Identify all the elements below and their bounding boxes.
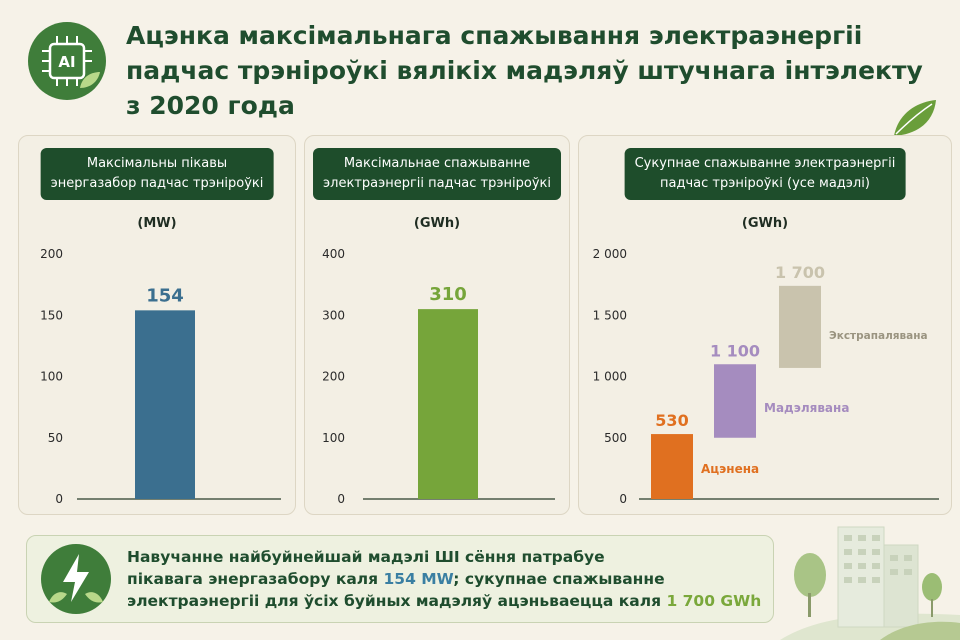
cumulative-energy-highlight: 1 700 GWh <box>666 592 762 610</box>
y-axis-unit: (GWh) <box>741 216 789 231</box>
y-tick-label: 200 <box>40 247 63 261</box>
summary-line-3: электраэнергіі для ўсіх буйных мадэляў а… <box>127 590 767 612</box>
chart-title-line-2: падчас трэніроўкі (усе мадэлі) <box>660 176 870 191</box>
y-axis-unit: (GWh) <box>413 216 461 231</box>
y-tick-label: 1 000 <box>593 370 627 384</box>
y-tick-label: 1 500 <box>593 308 627 322</box>
y-tick-label: 50 <box>48 431 63 445</box>
y-tick-label: 2 000 <box>593 247 627 261</box>
data-label: 1 100 <box>710 341 760 360</box>
chart-panel-peak-power: Максімальны пікавы энергазабор падчас тр… <box>18 135 296 515</box>
data-label: 154 <box>146 285 184 306</box>
summary-text-part: пікавага энергазабору каля <box>127 570 384 588</box>
title-line-3: з 2020 года <box>126 91 295 120</box>
logo-text: AI <box>58 53 75 71</box>
summary-line-2: пікавага энергазабору каля 154 MW; сукуп… <box>127 568 767 590</box>
chart-title-line-1: Сукупнае спажыванне электраэнергіі <box>634 156 896 171</box>
y-tick-label: 0 <box>619 492 627 506</box>
y-tick-label: 100 <box>322 431 345 445</box>
chip-icon: AI <box>42 36 100 88</box>
floating-bar-chart-cumulative: 0 500 1 000 1 500 2 000 530 Ацэнена 1 100 Мадэля… <box>593 247 939 506</box>
y-tick-label: 200 <box>322 370 345 384</box>
segment-bar <box>651 434 693 499</box>
summary-text-part: ; сукупнае спажыванне <box>453 570 665 588</box>
summary-box: Навучанне найбуйнейшай мадэлі ШІ сёння п… <box>26 535 774 623</box>
chart-title: Максімальны пікавы энергазабор падчас тр… <box>40 148 274 200</box>
summary-text: Навучанне найбуйнейшай мадэлі ШІ сёння п… <box>127 546 767 612</box>
data-label: 530 <box>655 411 688 430</box>
bar <box>135 310 195 499</box>
chart-title-line-1: Максімальны пікавы <box>86 156 228 171</box>
buildings-icon <box>780 526 960 640</box>
y-axis-unit: (MW) <box>137 216 177 231</box>
series-label: Мадэлявана <box>764 401 849 415</box>
ai-logo: AI <box>28 22 106 100</box>
peak-power-highlight: 154 MW <box>383 570 454 588</box>
chart-panel-cumulative-energy: Сукупнае спажыванне электраэнергіі падча… <box>578 135 952 515</box>
chart-title: Сукупнае спажыванне электраэнергіі падча… <box>624 148 906 200</box>
title-line-2: падчас трэніроўкі вялікіх мадэляў штучна… <box>126 56 923 85</box>
bar-chart-peak-power: 0 50 100 150 200 154 <box>40 247 281 506</box>
series-label: Ацэнена <box>701 462 759 476</box>
y-tick-label: 400 <box>322 247 345 261</box>
header: AI Ацэнка максімальнага спажывання элект… <box>28 14 928 124</box>
y-tick-label: 300 <box>322 308 345 322</box>
bar <box>418 309 478 499</box>
chart-title-line-2: электраэнергіі падчас трэніроўкі <box>323 176 551 191</box>
leaf-icon <box>80 72 100 88</box>
page-title: Ацэнка максімальнага спажывання электраэ… <box>126 18 926 123</box>
y-tick-label: 150 <box>40 308 63 322</box>
data-label: 310 <box>429 284 467 305</box>
chart-panel-max-energy: Максімальнае спажыванне электраэнергіі п… <box>304 135 570 515</box>
lightning-icon <box>49 554 103 603</box>
y-tick-label: 0 <box>337 492 345 506</box>
leaf-icon <box>894 100 936 136</box>
y-tick-label: 0 <box>55 492 63 506</box>
chart-title: Максімальнае спажыванне электраэнергіі п… <box>313 148 561 200</box>
y-tick-label: 100 <box>40 370 63 384</box>
title-line-1: Ацэнка максімальнага спажывання электраэ… <box>126 21 863 50</box>
chart-title-line-1: Максімальнае спажыванне <box>343 156 531 171</box>
summary-text-part: электраэнергіі для ўсіх буйных мадэляў а… <box>127 592 667 610</box>
data-label: 1 700 <box>775 263 825 282</box>
bar-chart-max-energy: 0 100 200 300 400 310 <box>322 247 555 506</box>
chart-title-line-2: энергазабор падчас трэніроўкі <box>50 176 264 191</box>
summary-line-1: Навучанне найбуйнейшай мадэлі ШІ сёння п… <box>127 548 605 566</box>
lightning-badge <box>41 544 111 614</box>
series-label: Экстрапалявана <box>829 330 928 342</box>
segment-bar <box>779 285 821 368</box>
segment-bar <box>714 364 756 438</box>
y-tick-label: 500 <box>604 431 627 445</box>
